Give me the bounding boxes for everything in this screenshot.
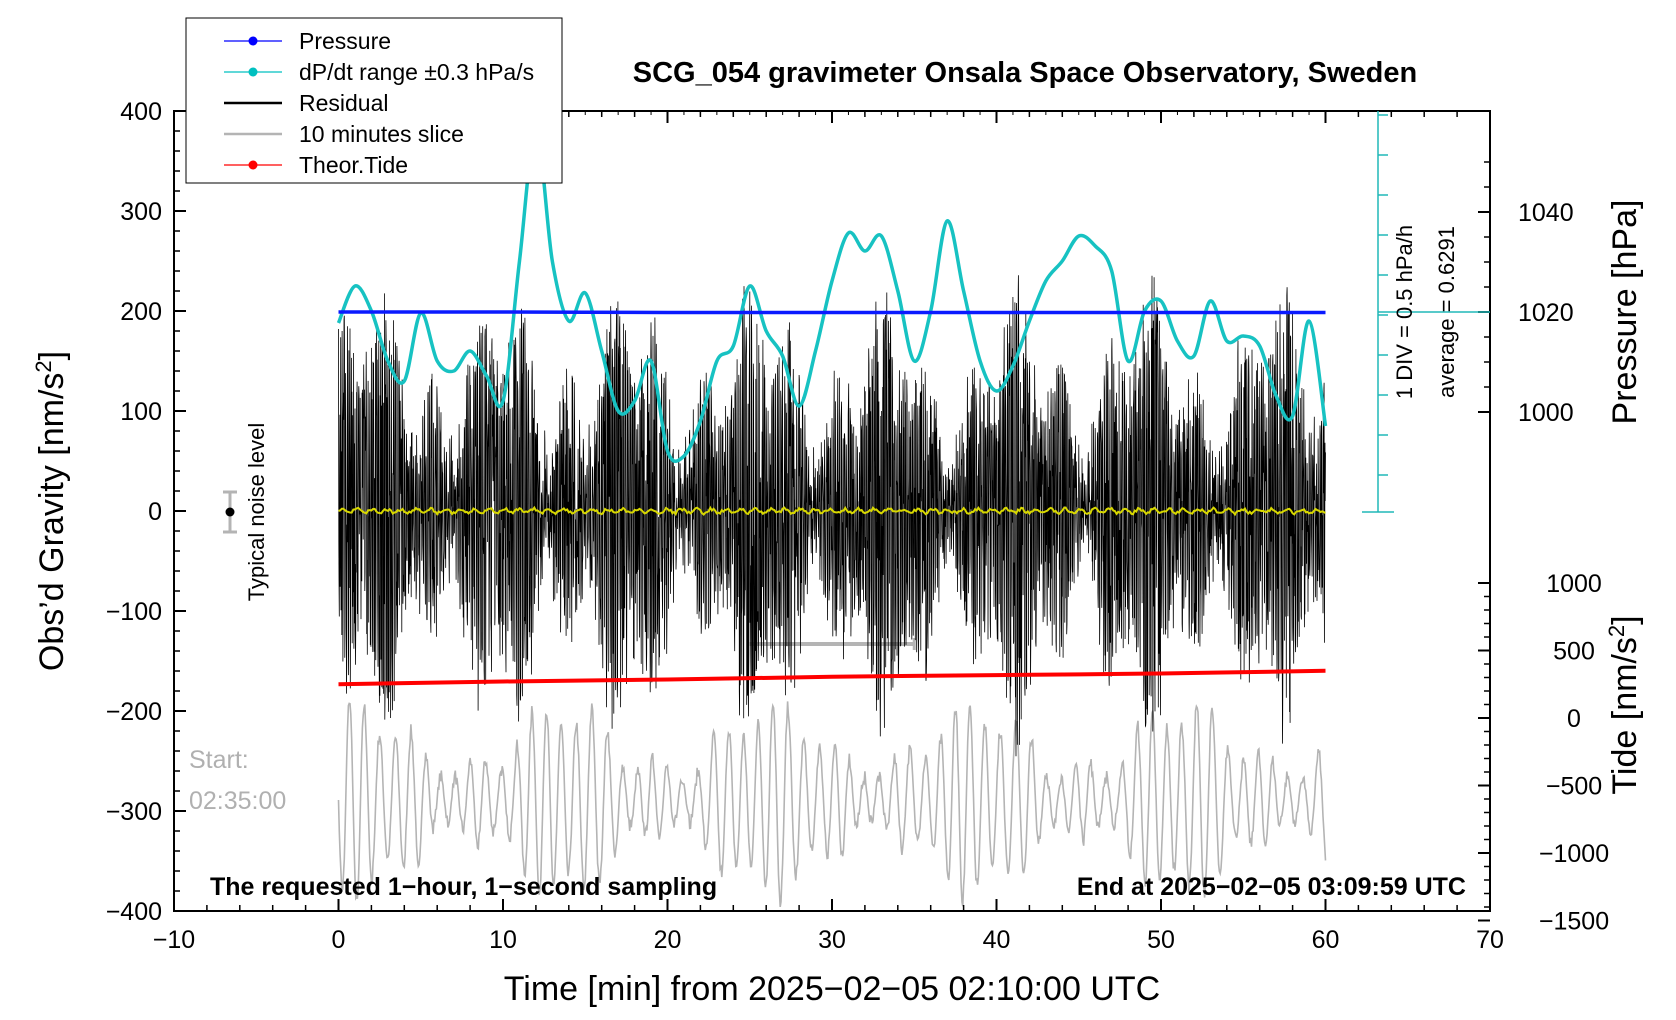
noise-point [225,507,235,517]
start-label: Start: [189,746,249,774]
y-left-tick-label: 300 [120,198,162,226]
x-tick-label: 40 [983,926,1011,954]
tide-tick-label: −1000 [1539,840,1609,868]
dpdt-series [336,129,1328,464]
legend-label: dP/dt range ±0.3 hPa/s [299,59,534,85]
tide-tick-label: −500 [1546,773,1602,801]
pressure-rate-scale [1362,111,1490,513]
y-left-tick-label: 400 [120,98,162,126]
legend-swatch-marker [248,67,258,77]
legend-swatch-marker [248,160,258,170]
x-tick-label: 50 [1147,926,1175,954]
tide-tick-label: 500 [1553,638,1595,666]
legend-label: Theor.Tide [299,152,408,178]
pressure-tick-label: 1040 [1518,199,1574,227]
tide-tick-label: 1000 [1546,570,1602,598]
start-time: 02:35:00 [189,787,286,815]
dpdt-line [336,129,1328,464]
pressure-series [338,310,1326,315]
y-left-tick-label: −200 [106,698,162,726]
legend-swatch-marker [248,36,258,46]
x-tick-label: −10 [153,926,195,954]
slice-waveform [337,701,1327,908]
pressure-tick-label: 1020 [1518,299,1574,327]
tide-tick-label: 0 [1567,705,1581,733]
chart-title: SCG_054 gravimeter Onsala Space Observat… [633,57,1417,89]
residual-line [338,275,1326,757]
y-left-tick-label: 100 [120,398,162,426]
y-left-tick-label: −400 [106,898,162,926]
pressure-axis-title: Pressure [hPa] [1606,200,1644,425]
scale-div-label: 1 DIV = 0.5 hPa/h [1392,225,1417,399]
sampling-note: The requested 1−hour, 1−second sampling [210,873,717,901]
x-tick-label: 70 [1476,926,1504,954]
x-tick-label: 10 [489,926,517,954]
x-tick-label: 60 [1312,926,1340,954]
noise-label: Typical noise level [244,423,269,602]
legend-box [185,17,563,184]
x-tick-label: 30 [818,926,846,954]
slice-series [337,638,1327,908]
legend-label: Residual [299,90,389,116]
pressure-line [338,310,1326,315]
residual-series [338,275,1326,757]
end-time-note: End at 2025−02−05 03:09:59 UTC [1077,873,1466,901]
residual-mean-line [338,505,1326,517]
x-tick-label: 0 [332,926,346,954]
tide-series [338,668,1326,687]
x-axis-title: Time [min] from 2025−02−05 02:10:00 UTC [504,970,1160,1008]
legend-label: 10 minutes slice [299,121,464,147]
y-left-tick-label: 200 [120,298,162,326]
legend: Pressure dP/dt range ±0.3 hPa/s Residual 10… [185,17,563,184]
x-tick-label: 20 [654,926,682,954]
y-left-tick-label: 0 [148,498,162,526]
y-left-axis-title: Obs’d Gravity [nm/s2] [31,351,72,671]
tide-tick-label: −1500 [1539,908,1609,936]
y-left-tick-label: −300 [106,798,162,826]
axes: −10 0 10 20 30 40 50 60 704003002001000−100−200−… [106,98,1609,954]
scale-average-label: average = 0.6291 [1434,226,1459,398]
tide-axis-title: Tide [nm/s2] [1604,615,1645,794]
pressure-tick-label: 1000 [1518,399,1574,427]
y-left-tick-label: −100 [106,598,162,626]
tide-line [338,668,1326,687]
legend-label: Pressure [299,28,391,54]
